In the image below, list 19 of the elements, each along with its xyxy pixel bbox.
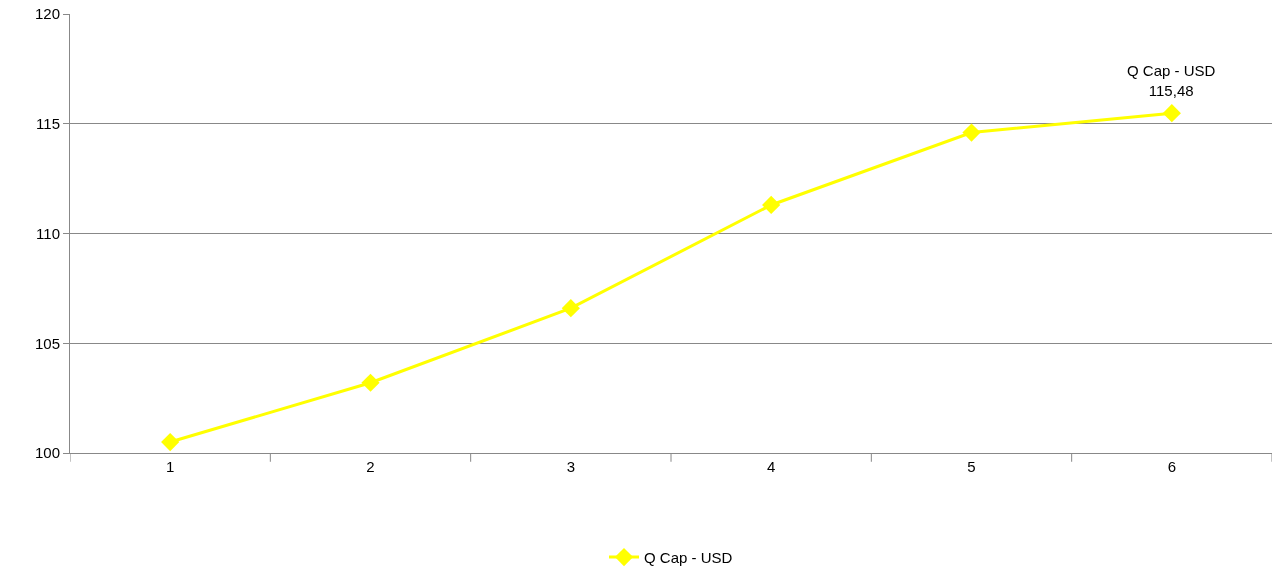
y-tick-label: 120 — [34, 5, 60, 23]
point — [1162, 104, 1181, 123]
point — [962, 123, 981, 142]
point — [762, 195, 781, 215]
y-tick-label: 110 — [36, 224, 60, 242]
y-tick-label: 100 — [34, 444, 60, 462]
y-tick-label: 105 — [34, 334, 60, 352]
x-tick-label: 1 — [166, 458, 175, 475]
point — [161, 432, 180, 452]
point — [561, 299, 580, 318]
legend-label: Q Cap - USD — [644, 548, 733, 566]
annotation: Q Cap - USD 115,48 — [1127, 62, 1216, 99]
x-tick-label: 6 — [1167, 458, 1176, 475]
y-tick-label: 115 — [36, 115, 60, 132]
x-tick-label: 2 — [366, 458, 375, 475]
x-tick-label: 4 — [767, 458, 776, 475]
x-tick-label: 3 — [566, 458, 575, 475]
point — [361, 373, 380, 392]
x-tick-label: 5 — [967, 458, 976, 475]
